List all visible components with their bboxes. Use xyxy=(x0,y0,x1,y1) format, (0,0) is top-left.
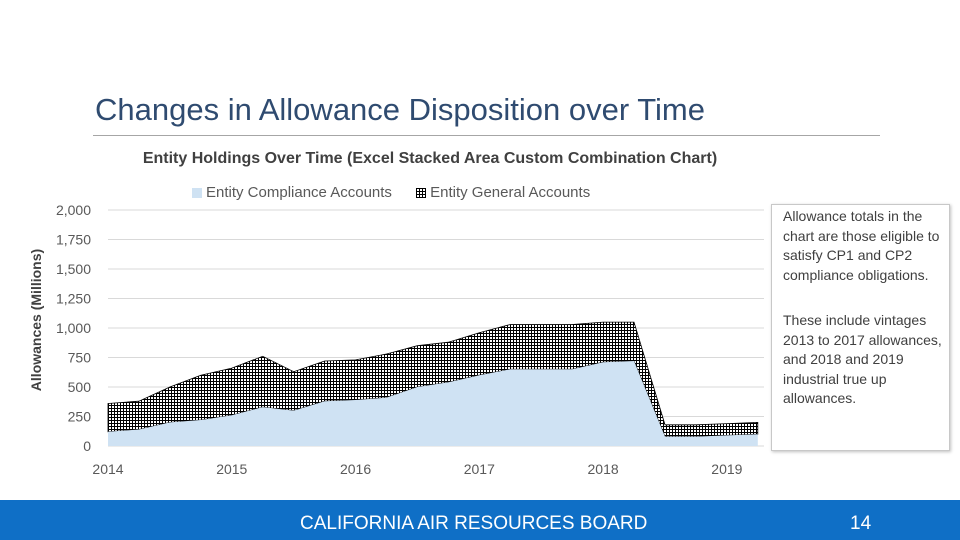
x-tick-label: 2017 xyxy=(464,461,495,477)
x-tick-label: 2014 xyxy=(92,461,123,477)
x-tick-label: 2019 xyxy=(711,461,742,477)
y-tick-label: 1,000 xyxy=(56,320,91,336)
page-number: 14 xyxy=(850,513,872,534)
y-tick-label: 500 xyxy=(68,379,92,395)
chart-title: Entity Holdings Over Time (Excel Stacked… xyxy=(142,150,718,167)
title-divider xyxy=(93,135,880,136)
legend-label-compliance: Entity Compliance Accounts xyxy=(206,184,392,201)
area-series-entity-compliance-accounts xyxy=(108,361,758,446)
legend-swatch-compliance xyxy=(192,188,202,199)
note-paragraph-1: Allowance totals in the chart are those … xyxy=(783,208,940,283)
y-tick-label: 0 xyxy=(83,438,91,454)
y-tick-label: 1,500 xyxy=(56,261,91,277)
footer-bar xyxy=(0,500,960,540)
x-tick-label: 2015 xyxy=(216,461,247,477)
y-tick-label: 1,750 xyxy=(56,232,91,248)
legend-swatch-general xyxy=(416,188,427,199)
y-tick-label: 2,000 xyxy=(56,202,91,218)
y-tick-label: 750 xyxy=(68,350,92,366)
y-tick-label: 1,250 xyxy=(56,291,91,307)
slide-title: Changes in Allowance Disposition over Ti… xyxy=(95,92,705,127)
note-paragraph-2: These include vintages 2013 to 2017 allo… xyxy=(783,312,942,406)
legend-item-compliance: Entity Compliance Accounts xyxy=(192,184,392,201)
legend-item-general: Entity General Accounts xyxy=(416,184,590,201)
chart-legend: Entity Compliance Accounts Entity Genera… xyxy=(192,184,610,201)
notes-callout: Allowance totals in the chart are those … xyxy=(783,207,948,435)
footer-org-name: CALIFORNIA AIR RESOURCES BOARD xyxy=(300,513,648,534)
x-tick-label: 2018 xyxy=(588,461,619,477)
legend-label-general: Entity General Accounts xyxy=(430,184,591,201)
notes-callout-box xyxy=(771,204,950,451)
y-tick-label: 250 xyxy=(68,409,92,425)
x-tick-label: 2016 xyxy=(340,461,371,477)
